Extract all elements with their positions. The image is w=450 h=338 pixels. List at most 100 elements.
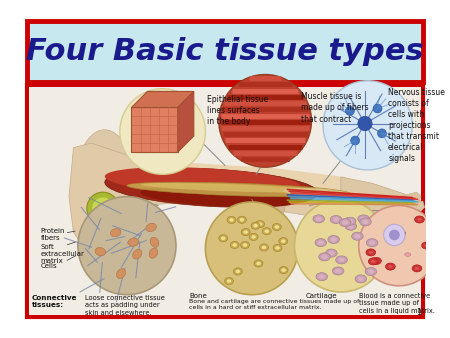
Ellipse shape — [315, 239, 327, 247]
Ellipse shape — [140, 186, 301, 207]
Text: Four Basic tissue types: Four Basic tissue types — [26, 37, 424, 66]
Ellipse shape — [239, 218, 244, 222]
Ellipse shape — [262, 228, 271, 235]
Ellipse shape — [369, 251, 373, 254]
Ellipse shape — [313, 215, 324, 223]
Circle shape — [219, 74, 311, 167]
Text: Cells: Cells — [40, 264, 57, 269]
Ellipse shape — [262, 246, 266, 249]
Ellipse shape — [221, 237, 225, 240]
Ellipse shape — [366, 239, 378, 247]
Text: Bone and cartilage are connective tissues made up of
cells in a hard or stiff ex: Bone and cartilage are connective tissue… — [189, 299, 360, 310]
Text: 1: 1 — [416, 308, 421, 317]
Ellipse shape — [339, 219, 351, 226]
Ellipse shape — [338, 258, 345, 262]
Ellipse shape — [398, 232, 403, 235]
Ellipse shape — [253, 224, 258, 227]
Ellipse shape — [241, 228, 250, 236]
Polygon shape — [406, 210, 421, 220]
Ellipse shape — [230, 241, 239, 248]
Ellipse shape — [105, 167, 301, 196]
Ellipse shape — [360, 217, 367, 221]
Ellipse shape — [412, 265, 422, 272]
Circle shape — [389, 230, 400, 240]
Text: Loose connective tissue
acts as padding under
skin and elsewhere.: Loose connective tissue acts as padding … — [85, 295, 165, 316]
Polygon shape — [400, 216, 413, 226]
Ellipse shape — [365, 267, 377, 275]
Circle shape — [359, 206, 439, 286]
Ellipse shape — [321, 255, 328, 259]
Ellipse shape — [254, 260, 263, 267]
Circle shape — [358, 116, 372, 131]
Ellipse shape — [283, 188, 354, 198]
Ellipse shape — [233, 243, 237, 247]
Ellipse shape — [369, 241, 375, 245]
Ellipse shape — [372, 257, 382, 264]
Circle shape — [205, 202, 298, 295]
Ellipse shape — [117, 269, 126, 279]
Polygon shape — [341, 177, 421, 219]
Ellipse shape — [332, 267, 344, 275]
Circle shape — [346, 106, 355, 115]
Ellipse shape — [241, 241, 249, 249]
Ellipse shape — [415, 267, 419, 270]
Ellipse shape — [368, 269, 374, 274]
Ellipse shape — [393, 227, 403, 235]
Ellipse shape — [417, 218, 422, 221]
Ellipse shape — [110, 228, 121, 237]
Text: Muscle tissue is
made up of fibers
that contract: Muscle tissue is made up of fibers that … — [301, 92, 369, 124]
Ellipse shape — [342, 220, 348, 225]
Bar — [29, 87, 421, 315]
Text: Epithelial tissue
lines surfaces
in the body: Epithelial tissue lines surfaces in the … — [207, 95, 268, 126]
Ellipse shape — [348, 224, 354, 228]
Ellipse shape — [344, 217, 356, 225]
Ellipse shape — [275, 246, 280, 250]
Text: Nervous tissue
consists of
cells with
projections
that transmit
electrical
signa: Nervous tissue consists of cells with pr… — [388, 88, 445, 164]
Circle shape — [120, 89, 205, 174]
Ellipse shape — [369, 258, 378, 265]
Bar — [27, 85, 423, 317]
Ellipse shape — [366, 249, 376, 256]
Ellipse shape — [325, 249, 337, 257]
Polygon shape — [399, 192, 421, 206]
Bar — [27, 21, 423, 82]
Circle shape — [351, 136, 360, 145]
Ellipse shape — [140, 183, 319, 192]
Circle shape — [384, 224, 405, 246]
Ellipse shape — [265, 230, 269, 233]
Ellipse shape — [219, 235, 228, 242]
Ellipse shape — [347, 219, 353, 223]
Ellipse shape — [251, 222, 260, 229]
Ellipse shape — [225, 277, 234, 285]
Ellipse shape — [260, 244, 268, 251]
Ellipse shape — [328, 236, 339, 243]
Text: Cartilage: Cartilage — [305, 293, 337, 299]
Ellipse shape — [281, 239, 285, 243]
Ellipse shape — [95, 247, 106, 256]
Text: Connective
tissues:: Connective tissues: — [32, 295, 77, 308]
Ellipse shape — [150, 237, 159, 247]
Ellipse shape — [227, 279, 231, 283]
Ellipse shape — [146, 223, 157, 232]
Ellipse shape — [318, 240, 324, 245]
Circle shape — [87, 192, 119, 224]
Ellipse shape — [249, 233, 258, 240]
Ellipse shape — [319, 253, 330, 261]
Ellipse shape — [281, 268, 286, 272]
Ellipse shape — [227, 216, 236, 223]
Bar — [131, 107, 178, 152]
Ellipse shape — [274, 225, 279, 229]
Ellipse shape — [243, 243, 247, 247]
Ellipse shape — [354, 234, 360, 238]
Polygon shape — [131, 92, 194, 107]
Ellipse shape — [258, 222, 262, 226]
Ellipse shape — [252, 235, 256, 239]
Ellipse shape — [371, 260, 375, 263]
Ellipse shape — [279, 267, 288, 274]
Ellipse shape — [358, 215, 369, 223]
Polygon shape — [178, 92, 194, 152]
Ellipse shape — [330, 215, 342, 223]
Ellipse shape — [355, 275, 367, 283]
Ellipse shape — [396, 230, 405, 237]
Ellipse shape — [424, 244, 429, 247]
